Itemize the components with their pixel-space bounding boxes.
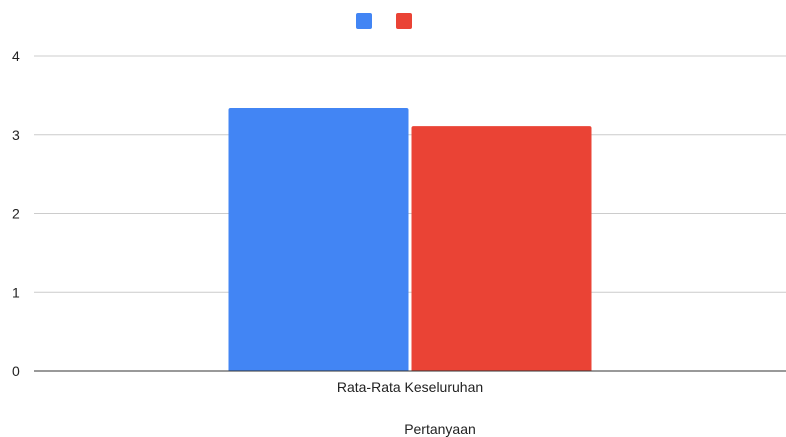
bars <box>228 107 592 372</box>
y-tick-label-4: 4 <box>12 48 20 64</box>
legend <box>356 13 412 29</box>
x-axis-title: Pertanyaan <box>404 421 476 437</box>
legend-swatch-1[interactable] <box>396 13 412 29</box>
x-category-label-0: Rata-Rata Keseluruhan <box>337 379 483 395</box>
bar-series-1-cat-0 <box>411 126 592 372</box>
gridlines <box>34 55 786 293</box>
legend-swatch-0[interactable] <box>356 13 372 29</box>
y-tick-label-0: 0 <box>12 363 20 379</box>
y-tick-label-1: 1 <box>12 284 20 300</box>
y-axis-ticks: 0 1 2 3 4 <box>12 48 20 379</box>
x-axis-categories: Rata-Rata Keseluruhan <box>337 379 483 395</box>
y-tick-label-2: 2 <box>12 206 20 222</box>
y-tick-label-3: 3 <box>12 127 20 143</box>
bar-series-0-cat-0 <box>228 107 409 371</box>
